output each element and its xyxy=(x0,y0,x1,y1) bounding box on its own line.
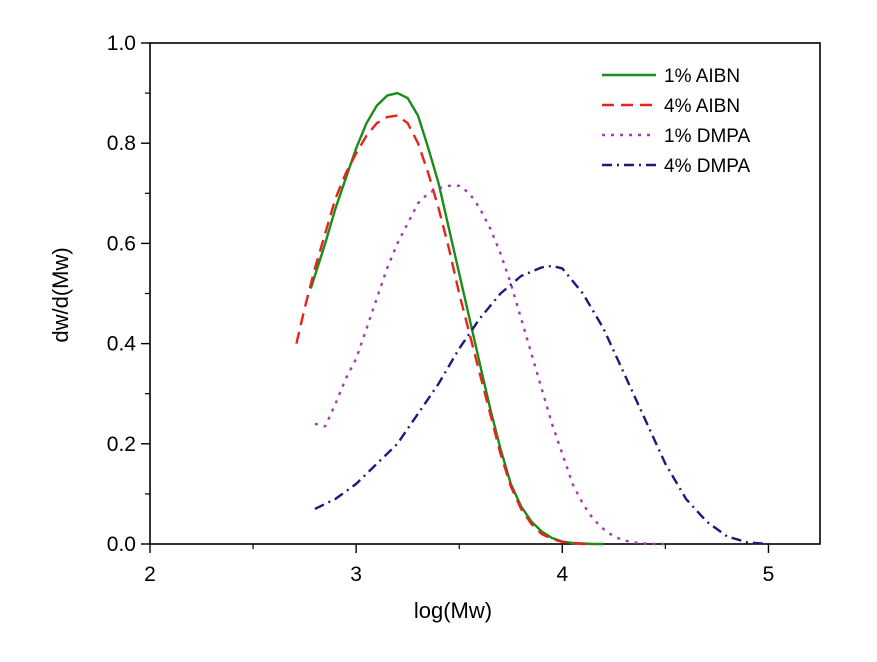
x-tick-label: 4 xyxy=(556,563,568,586)
y-tick-label: 0.2 xyxy=(107,433,136,456)
series-line-1 xyxy=(309,91,604,546)
y-tick-label: 0.4 xyxy=(107,333,137,356)
y-tick-label: 0.0 xyxy=(107,533,136,556)
y-axis-title: dw/d(Mw) xyxy=(48,247,73,342)
series-line-2 xyxy=(295,114,594,546)
legend-label-4: 4% DMPA xyxy=(664,156,751,177)
legend: 1% AIBN 4% AIBN 1% DMPA 4% DMPA xyxy=(602,66,751,177)
y-ticks: 0.0 0.2 0.4 0.6 0.8 1.0 xyxy=(107,32,150,556)
y-tick-label: 0.6 xyxy=(107,232,136,255)
plot-frame xyxy=(149,42,821,545)
legend-label-2: 4% AIBN xyxy=(664,96,740,117)
legend-label-3: 1% DMPA xyxy=(664,126,751,147)
series-lines xyxy=(295,91,769,546)
x-tick-label: 2 xyxy=(144,563,156,586)
x-ticks: 2 3 4 5 xyxy=(144,544,774,586)
series-line-3 xyxy=(314,184,666,546)
x-axis-title: log(Mw) xyxy=(414,598,492,623)
y-tick-label: 0.8 xyxy=(107,132,136,155)
x-tick-label: 5 xyxy=(763,563,775,586)
legend-label-1: 1% AIBN xyxy=(664,66,740,87)
x-tick-label: 3 xyxy=(350,563,362,586)
y-tick-label: 1.0 xyxy=(107,32,136,55)
series-line-4 xyxy=(314,264,769,546)
axes xyxy=(149,42,821,545)
